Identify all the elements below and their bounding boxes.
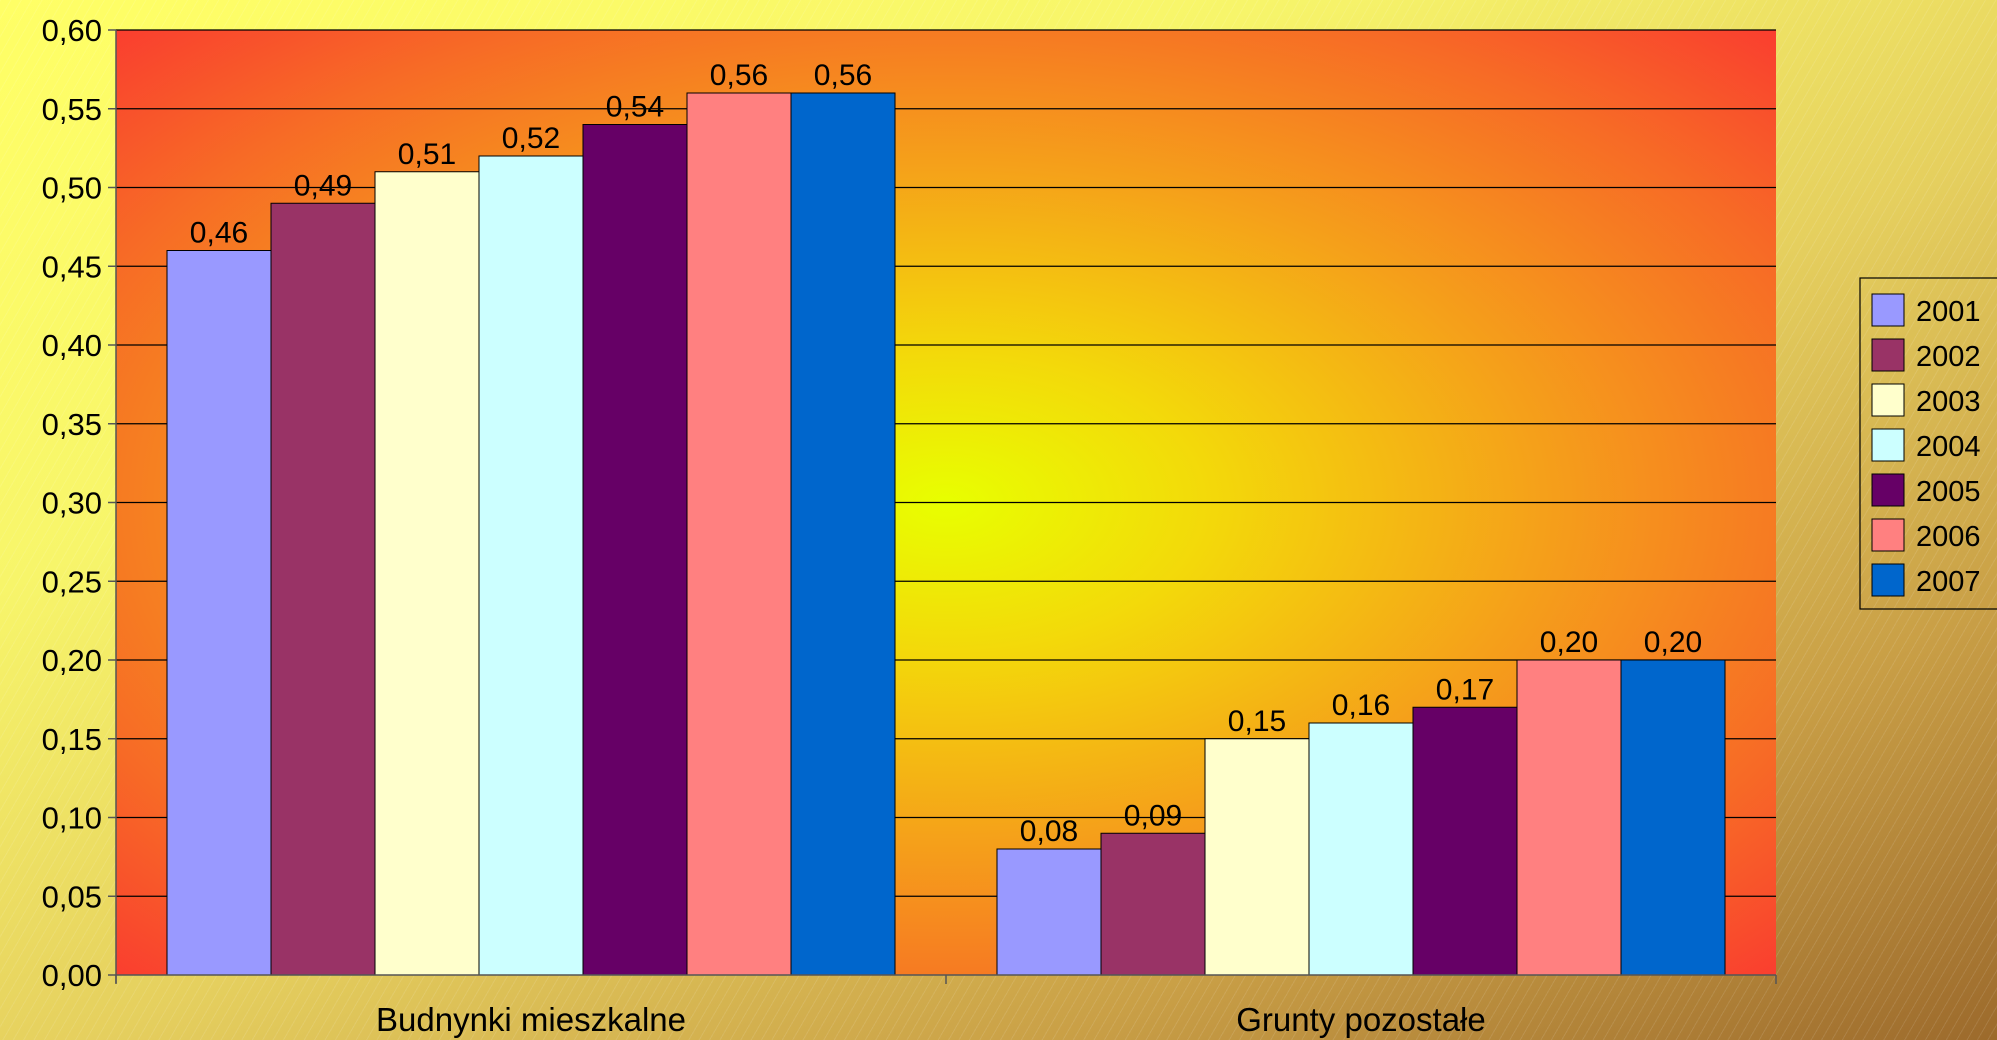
data-label: 0,15 <box>1228 705 1286 738</box>
legend-label: 2007 <box>1916 566 1981 598</box>
data-label: 0,20 <box>1540 626 1598 659</box>
legend-swatch-2007 <box>1871 563 1905 597</box>
y-tick-label: 0,55 <box>42 92 102 127</box>
data-label: 0,20 <box>1644 626 1702 659</box>
x-axis-ticks: Budnynki mieszkalne Grunty pozostałe <box>115 975 1777 1038</box>
y-tick-label: 0,40 <box>42 328 102 363</box>
bar-2002-2 <box>1100 832 1206 976</box>
legend: 2001 2002 2003 2004 2005 2006 2007 <box>1859 277 1997 610</box>
x-tick-label: Grunty pozostałe <box>1236 1001 1485 1038</box>
legend-swatch-2002 <box>1871 338 1905 372</box>
bar-2005-1 <box>582 124 688 976</box>
data-label: 0,56 <box>710 59 768 92</box>
bar-2004-2 <box>1308 722 1414 976</box>
data-labels: 0,46 0,49 0,51 0,52 0,54 0,56 0,56 0,08 0,09 0,15… <box>190 59 1702 848</box>
legend-swatch-2006 <box>1871 518 1905 552</box>
data-label: 0,54 <box>606 91 664 124</box>
data-label: 0,52 <box>502 122 560 155</box>
data-label: 0,08 <box>1020 815 1078 848</box>
bar-2007-2 <box>1620 659 1726 976</box>
bar-2002-1 <box>270 202 376 976</box>
data-label: 0,56 <box>814 59 872 92</box>
y-tick-label: 0,45 <box>42 249 102 284</box>
y-tick-label: 0,10 <box>42 801 102 836</box>
y-tick-label: 0,05 <box>42 879 102 914</box>
legend-label: 2004 <box>1916 431 1981 463</box>
bar-2001-2 <box>996 848 1102 976</box>
x-tick-label: Budnynki mieszkalne <box>376 1001 686 1038</box>
data-label: 0,17 <box>1436 673 1494 706</box>
y-tick-label: 0,30 <box>42 486 102 521</box>
legend-swatch-2005 <box>1871 473 1905 507</box>
bars <box>166 92 1726 976</box>
data-label: 0,09 <box>1124 799 1182 832</box>
y-tick-label: 0,35 <box>42 407 102 442</box>
bar-2001-1 <box>166 250 272 976</box>
bar-2003-2 <box>1204 738 1310 976</box>
y-tick-label: 0,50 <box>42 171 102 206</box>
data-label: 0,49 <box>294 169 352 202</box>
bar-2007-1 <box>790 92 896 976</box>
y-tick-label: 0,20 <box>42 643 102 678</box>
y-tick-label: 0,00 <box>42 958 102 993</box>
legend-swatch-2004 <box>1871 428 1905 462</box>
legend-swatch-2003 <box>1871 383 1905 417</box>
bar-2004-1 <box>478 155 584 976</box>
bar-2006-2 <box>1516 659 1622 976</box>
legend-label: 2005 <box>1916 476 1981 508</box>
bar-2003-1 <box>374 171 480 976</box>
legend-label: 2001 <box>1916 296 1981 328</box>
y-axis-ticks: 0,00 0,05 0,10 0,15 0,20 0,25 0,30 0,35 0,40 0,45… <box>42 13 116 993</box>
legend-label: 2003 <box>1916 386 1981 418</box>
y-tick-label: 0,25 <box>42 564 102 599</box>
legend-swatch-2001 <box>1871 293 1905 327</box>
bar-2006-1 <box>686 92 792 976</box>
legend-box <box>1859 277 1997 610</box>
y-tick-label: 0,15 <box>42 722 102 757</box>
data-label: 0,16 <box>1332 689 1390 722</box>
data-label: 0,46 <box>190 217 248 250</box>
legend-label: 2006 <box>1916 521 1981 553</box>
data-label: 0,51 <box>398 138 456 171</box>
bar-2005-2 <box>1412 706 1518 976</box>
y-tick-label: 0,60 <box>42 13 102 48</box>
legend-label: 2002 <box>1916 341 1981 373</box>
